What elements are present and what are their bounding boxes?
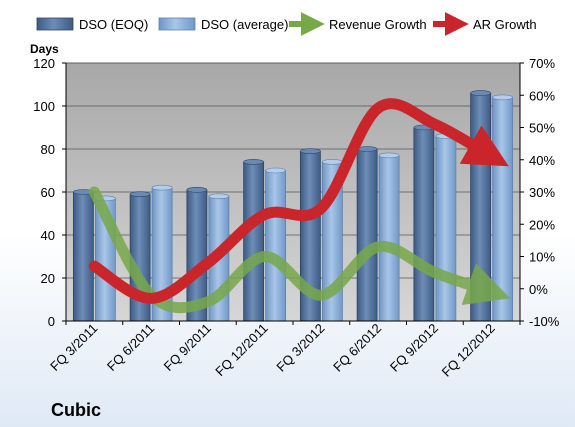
legend-item-dso-average: DSO (average) — [158, 17, 288, 32]
bar-dso-eoq-top — [186, 187, 208, 193]
legend-swatch-dso-eoq — [36, 17, 74, 31]
line-ar-growth — [88, 98, 509, 304]
legend-label-revenue-growth: Revenue Growth — [329, 17, 427, 32]
legend-swatch-dso-average — [158, 17, 196, 31]
legend-item-revenue-growth: Revenue Growth — [289, 12, 427, 36]
legend-label-ar-growth: AR Growth — [473, 17, 537, 32]
x-tick-label: FQ 9/2011 — [161, 321, 214, 374]
chart-title: Cubic — [51, 400, 101, 420]
bar-dso-average — [378, 155, 400, 322]
y2-tick-label: 10% — [529, 250, 555, 265]
y2-tick-label: 20% — [529, 217, 555, 232]
bar-dso-average-top — [208, 193, 230, 200]
x-tick-label: FQ 6/2012 — [330, 321, 384, 375]
y-axis-title: Days — [30, 42, 59, 56]
legend-item-ar-growth: AR Growth — [433, 12, 537, 36]
legend-label-dso-average: DSO (average) — [201, 17, 288, 32]
bar-dso-eoq — [356, 148, 378, 322]
bar-dso-average — [492, 97, 514, 322]
y2-tick-label: 60% — [529, 88, 555, 103]
y-tick-label: 80 — [41, 142, 55, 157]
x-tick-label: FQ 12/2011 — [212, 321, 270, 379]
bar-dso-average-top — [322, 159, 343, 165]
x-tick-label: FQ 9/2012 — [387, 321, 441, 375]
y2-tick-label: 40% — [529, 153, 555, 168]
legend: DSO (EOQ) DSO (average) Revenue Growth A… — [36, 12, 537, 36]
bar-dso-eoq — [243, 161, 265, 322]
y-tick-label: 0 — [48, 314, 55, 329]
y2-tick-label: 30% — [529, 185, 555, 200]
bar-dso-eoq-top — [300, 148, 321, 154]
y2-tick-label: 50% — [529, 121, 555, 136]
bar-dso-average-top — [151, 184, 173, 191]
bar-dso-eoq — [72, 191, 94, 322]
bar-dso-eoq-top — [470, 90, 491, 96]
y2-tick-label: 0% — [529, 282, 548, 297]
x-tick-label: FQ 12/2012 — [439, 321, 498, 380]
bar-dso-eoq-top — [243, 159, 264, 165]
x-tick-label: FQ 3/2012 — [273, 321, 327, 375]
y-tick-label: 20 — [41, 271, 55, 286]
bar-dso-average-top — [378, 152, 400, 159]
legend-item-dso-eoq: DSO (EOQ) — [36, 17, 148, 32]
bar-dso-average-top — [492, 94, 513, 101]
x-tick-label: FQ 3/2011 — [47, 321, 100, 374]
y2-tick-label: -10% — [529, 314, 560, 329]
x-tick-label: FQ 6/2011 — [104, 321, 157, 374]
bar-dso-average — [435, 135, 457, 322]
y2-tick-label: 70% — [529, 56, 555, 71]
bar-dso-average-top — [265, 167, 286, 174]
line-layer — [88, 98, 511, 314]
y-tick-label: 60 — [41, 185, 55, 200]
y-tick-label: 100 — [33, 99, 55, 114]
bar-dso-eoq-top — [129, 191, 151, 197]
legend-label-dso-eoq: DSO (EOQ) — [79, 17, 148, 32]
bar-dso-eoq — [413, 127, 435, 322]
y-tick-label: 40 — [41, 228, 55, 243]
bar-dso-average — [265, 170, 287, 322]
y-tick-label: 120 — [33, 56, 55, 71]
